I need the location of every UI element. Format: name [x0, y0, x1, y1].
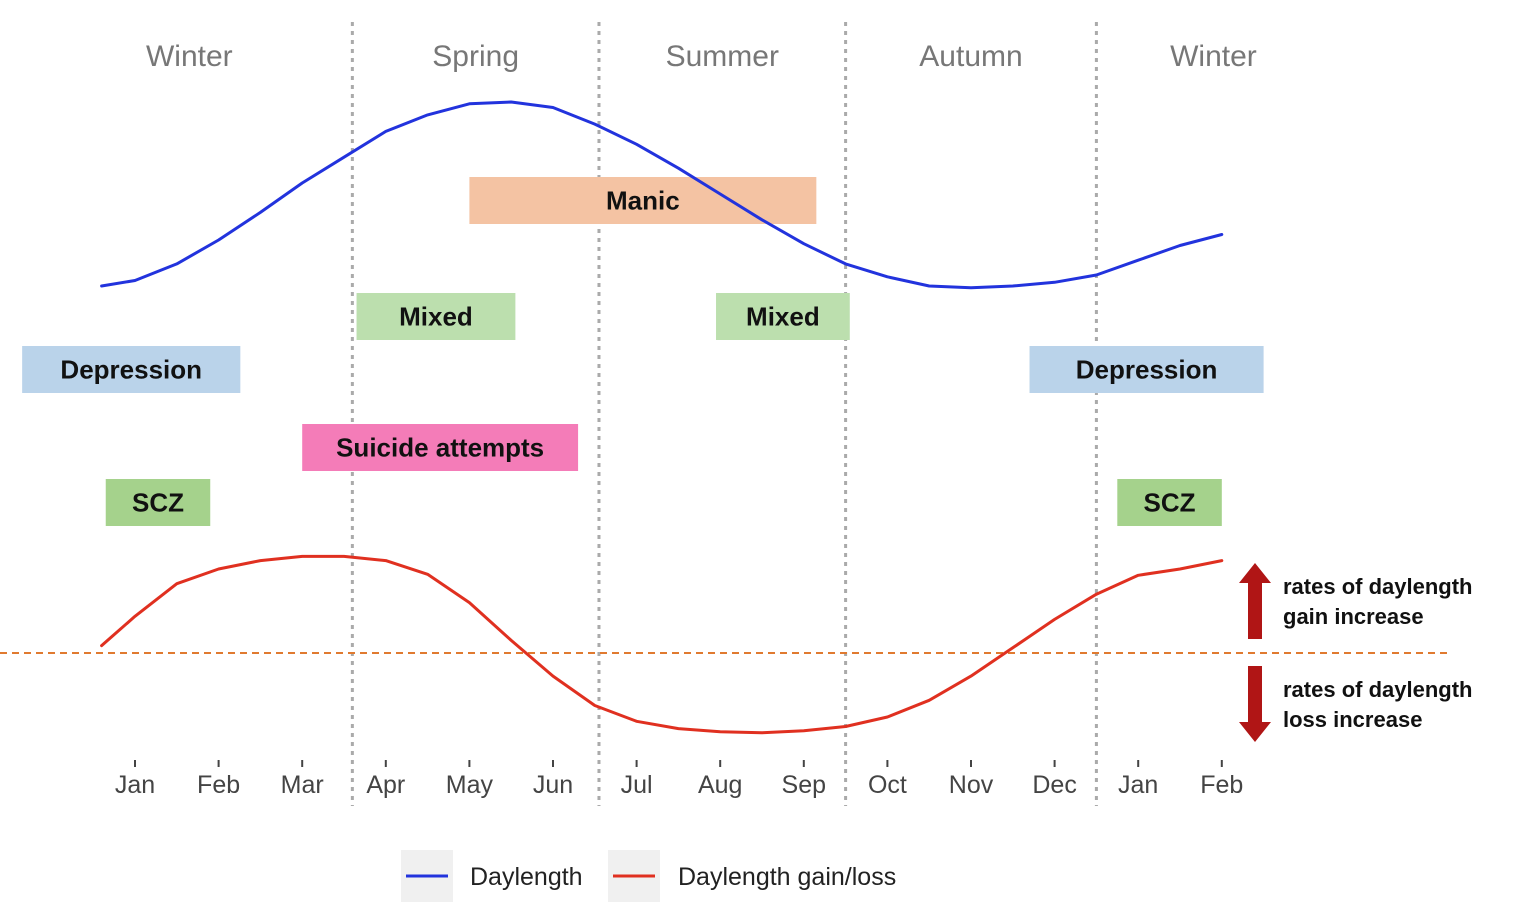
episode-suicide: Suicide attempts [302, 424, 579, 471]
season-label: Autumn [919, 40, 1022, 73]
legend-label-daylength: Daylength [470, 863, 583, 891]
month-label: Jan [1118, 771, 1158, 799]
month-label: Mar [281, 771, 324, 799]
month-label: Aug [698, 771, 742, 799]
episode-scz: SCZ [105, 479, 211, 526]
loss-annotation-line2: loss increase [1283, 707, 1422, 732]
annotations: rates of daylength gain increase rates o… [1239, 563, 1472, 742]
season-label: Winter [1170, 40, 1257, 73]
episode-scz: SCZ [1117, 479, 1222, 526]
episode-mixed: Mixed [356, 293, 516, 340]
season-label: Spring [432, 40, 519, 73]
episode-label: Suicide attempts [336, 433, 544, 463]
month-label: Apr [366, 771, 405, 799]
series-lines [100, 100, 1224, 735]
loss-arrow [1239, 666, 1271, 742]
month-label: Sep [782, 771, 826, 799]
episode-box [105, 479, 211, 526]
legend-item-gain-loss: Daylength gain/loss [608, 850, 896, 902]
episode-box [302, 424, 579, 471]
episode-mixed: Mixed [716, 293, 850, 340]
x-axis-months: Jan Feb Mar Apr May Jun Jul Aug Sep Oct Nov Dec Jan F… [115, 760, 1243, 799]
season-label: Winter [146, 40, 233, 73]
season-label: Summer [666, 40, 779, 73]
series-line-gain-loss [100, 554, 1224, 735]
gain-arrow-icon [1239, 563, 1271, 639]
month-label: Jul [621, 771, 653, 799]
episode-box [1117, 479, 1222, 526]
gain-annotation-line2: gain increase [1283, 604, 1424, 629]
month-label: Jan [115, 771, 155, 799]
episode-label: Manic [606, 186, 680, 216]
month-label: Jun [533, 771, 573, 799]
loss-annotation-line1: rates of daylength [1283, 677, 1472, 702]
episode-label: Mixed [746, 302, 820, 332]
month-label: Feb [1200, 771, 1243, 799]
month-label: Dec [1032, 771, 1076, 799]
month-label: Oct [868, 771, 907, 799]
gain-annotation-line1: rates of daylength [1283, 574, 1472, 599]
episode-box [356, 293, 516, 340]
episode-label: SCZ [132, 488, 184, 518]
season-labels: Winter Spring Summer Autumn Winter [146, 40, 1257, 73]
episode-box [22, 346, 241, 393]
month-label: Feb [197, 771, 240, 799]
episode-box [716, 293, 850, 340]
episode-depression: Depression [22, 346, 241, 393]
episode-box [1029, 346, 1264, 393]
legend: Daylength Daylength gain/loss [401, 850, 896, 902]
episode-boxes: Manic Mixed Mixed Depression Depression Suici… [22, 177, 1264, 526]
series-line-daylength [100, 100, 1224, 290]
episode-label: SCZ [1144, 488, 1196, 518]
episode-manic: Manic [469, 177, 817, 224]
episode-label: Depression [60, 355, 202, 385]
legend-item-daylength: Daylength [401, 850, 583, 902]
episode-depression: Depression [1029, 346, 1264, 393]
season-boundaries [350, 22, 1098, 806]
legend-label-gain-loss: Daylength gain/loss [678, 863, 896, 891]
episode-label: Mixed [399, 302, 473, 332]
month-label: May [446, 771, 494, 799]
month-label: Nov [949, 771, 994, 799]
gain-arrow [1239, 563, 1271, 639]
loss-arrow-icon [1239, 666, 1271, 742]
episode-label: Depression [1076, 355, 1218, 385]
